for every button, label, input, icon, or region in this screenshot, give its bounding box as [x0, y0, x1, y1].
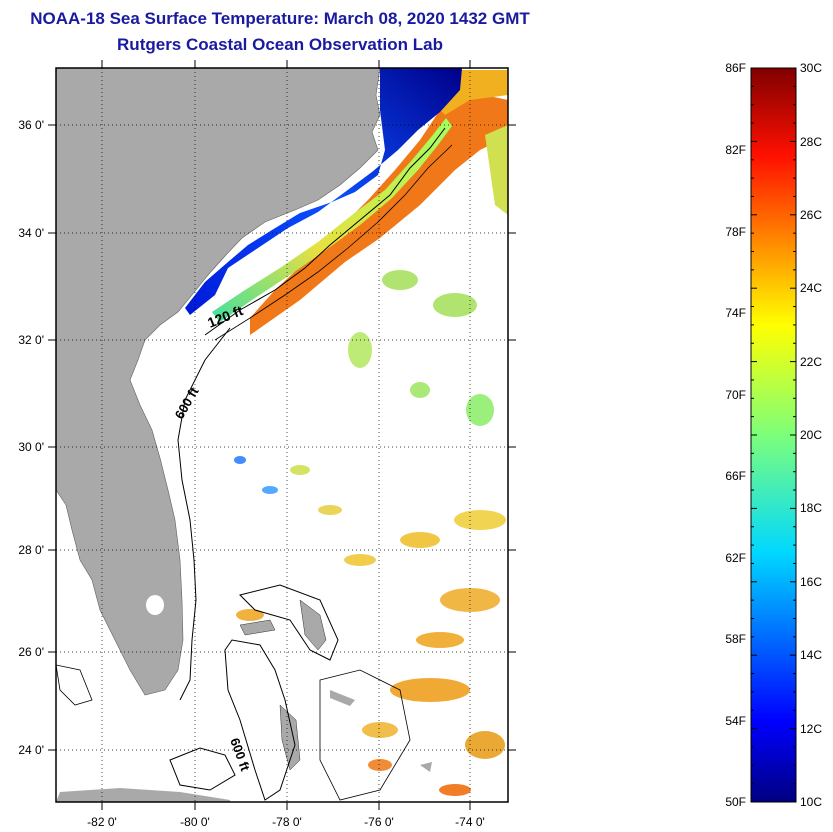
lon-label: -82 0' [87, 815, 117, 829]
bahamas-abaco [299, 599, 327, 651]
lon-label: -74 0' [455, 815, 485, 829]
lat-label: 24 0' [18, 743, 44, 757]
chart-subtitle: Rutgers Coastal Ocean Observation Lab [117, 35, 443, 54]
lat-label: 34 0' [18, 226, 44, 240]
colorbar-c-label: 12C [800, 722, 822, 736]
lat-label: 26 0' [18, 645, 44, 659]
colorbar-f-label: 70F [725, 388, 746, 402]
colorbar-f-label: 78F [725, 225, 746, 239]
florida-landmass [56, 68, 381, 696]
colorbar-c-label: 10C [800, 795, 822, 809]
colorbar-c-label: 26C [800, 208, 822, 222]
colorbar-f-label: 62F [725, 551, 746, 565]
lat-label: 28 0' [18, 543, 44, 557]
lat-label: 32 0' [18, 333, 44, 347]
chart-title: NOAA-18 Sea Surface Temperature: March 0… [30, 9, 530, 28]
bahamas-andros [279, 704, 301, 771]
lat-label: 36 0' [18, 118, 44, 132]
colorbar-f-label: 82F [725, 143, 746, 157]
lat-label: 30 0' [18, 440, 44, 454]
colorbar-f-label: 58F [725, 632, 746, 646]
map-frame [55, 67, 509, 803]
colorbar-c-label: 28C [800, 135, 822, 149]
contour-600ft-bahamas [224, 639, 296, 801]
bahamas-grand-bahama [239, 619, 276, 636]
colorbar-f-label: 74F [725, 306, 746, 320]
lon-label: -78 0' [272, 815, 302, 829]
colorbar-gradient [750, 67, 797, 803]
lake-okeechobee [146, 595, 164, 615]
contour-600ft-shelf [177, 327, 231, 701]
cold-shelf-water [185, 68, 462, 315]
lon-label: -76 0' [364, 815, 394, 829]
cuba-land [56, 788, 230, 802]
colorbar: 86F 82F 78F 74F 70F 66F 62F 58F 54F 50F … [725, 61, 822, 809]
colorbar-f-label: 86F [725, 61, 746, 75]
colorbar-c-label: 30C [800, 61, 822, 75]
contour-120ft [204, 127, 446, 336]
colorbar-c-label: 14C [800, 648, 822, 662]
graticule [56, 68, 508, 802]
colorbar-c-label: 16C [800, 575, 822, 589]
colorbar-c-label: 22C [800, 355, 822, 369]
colorbar-f-label: 50F [725, 795, 746, 809]
colorbar-c-label: 18C [800, 501, 822, 515]
colorbar-f-label: 54F [725, 714, 746, 728]
axis-ticks [48, 60, 516, 810]
lon-label: -80 0' [180, 815, 210, 829]
colorbar-c-label: 24C [800, 281, 822, 295]
colorbar-c-label: 20C [800, 428, 822, 442]
sst-patches [234, 270, 506, 796]
colorbar-f-label: 66F [725, 469, 746, 483]
